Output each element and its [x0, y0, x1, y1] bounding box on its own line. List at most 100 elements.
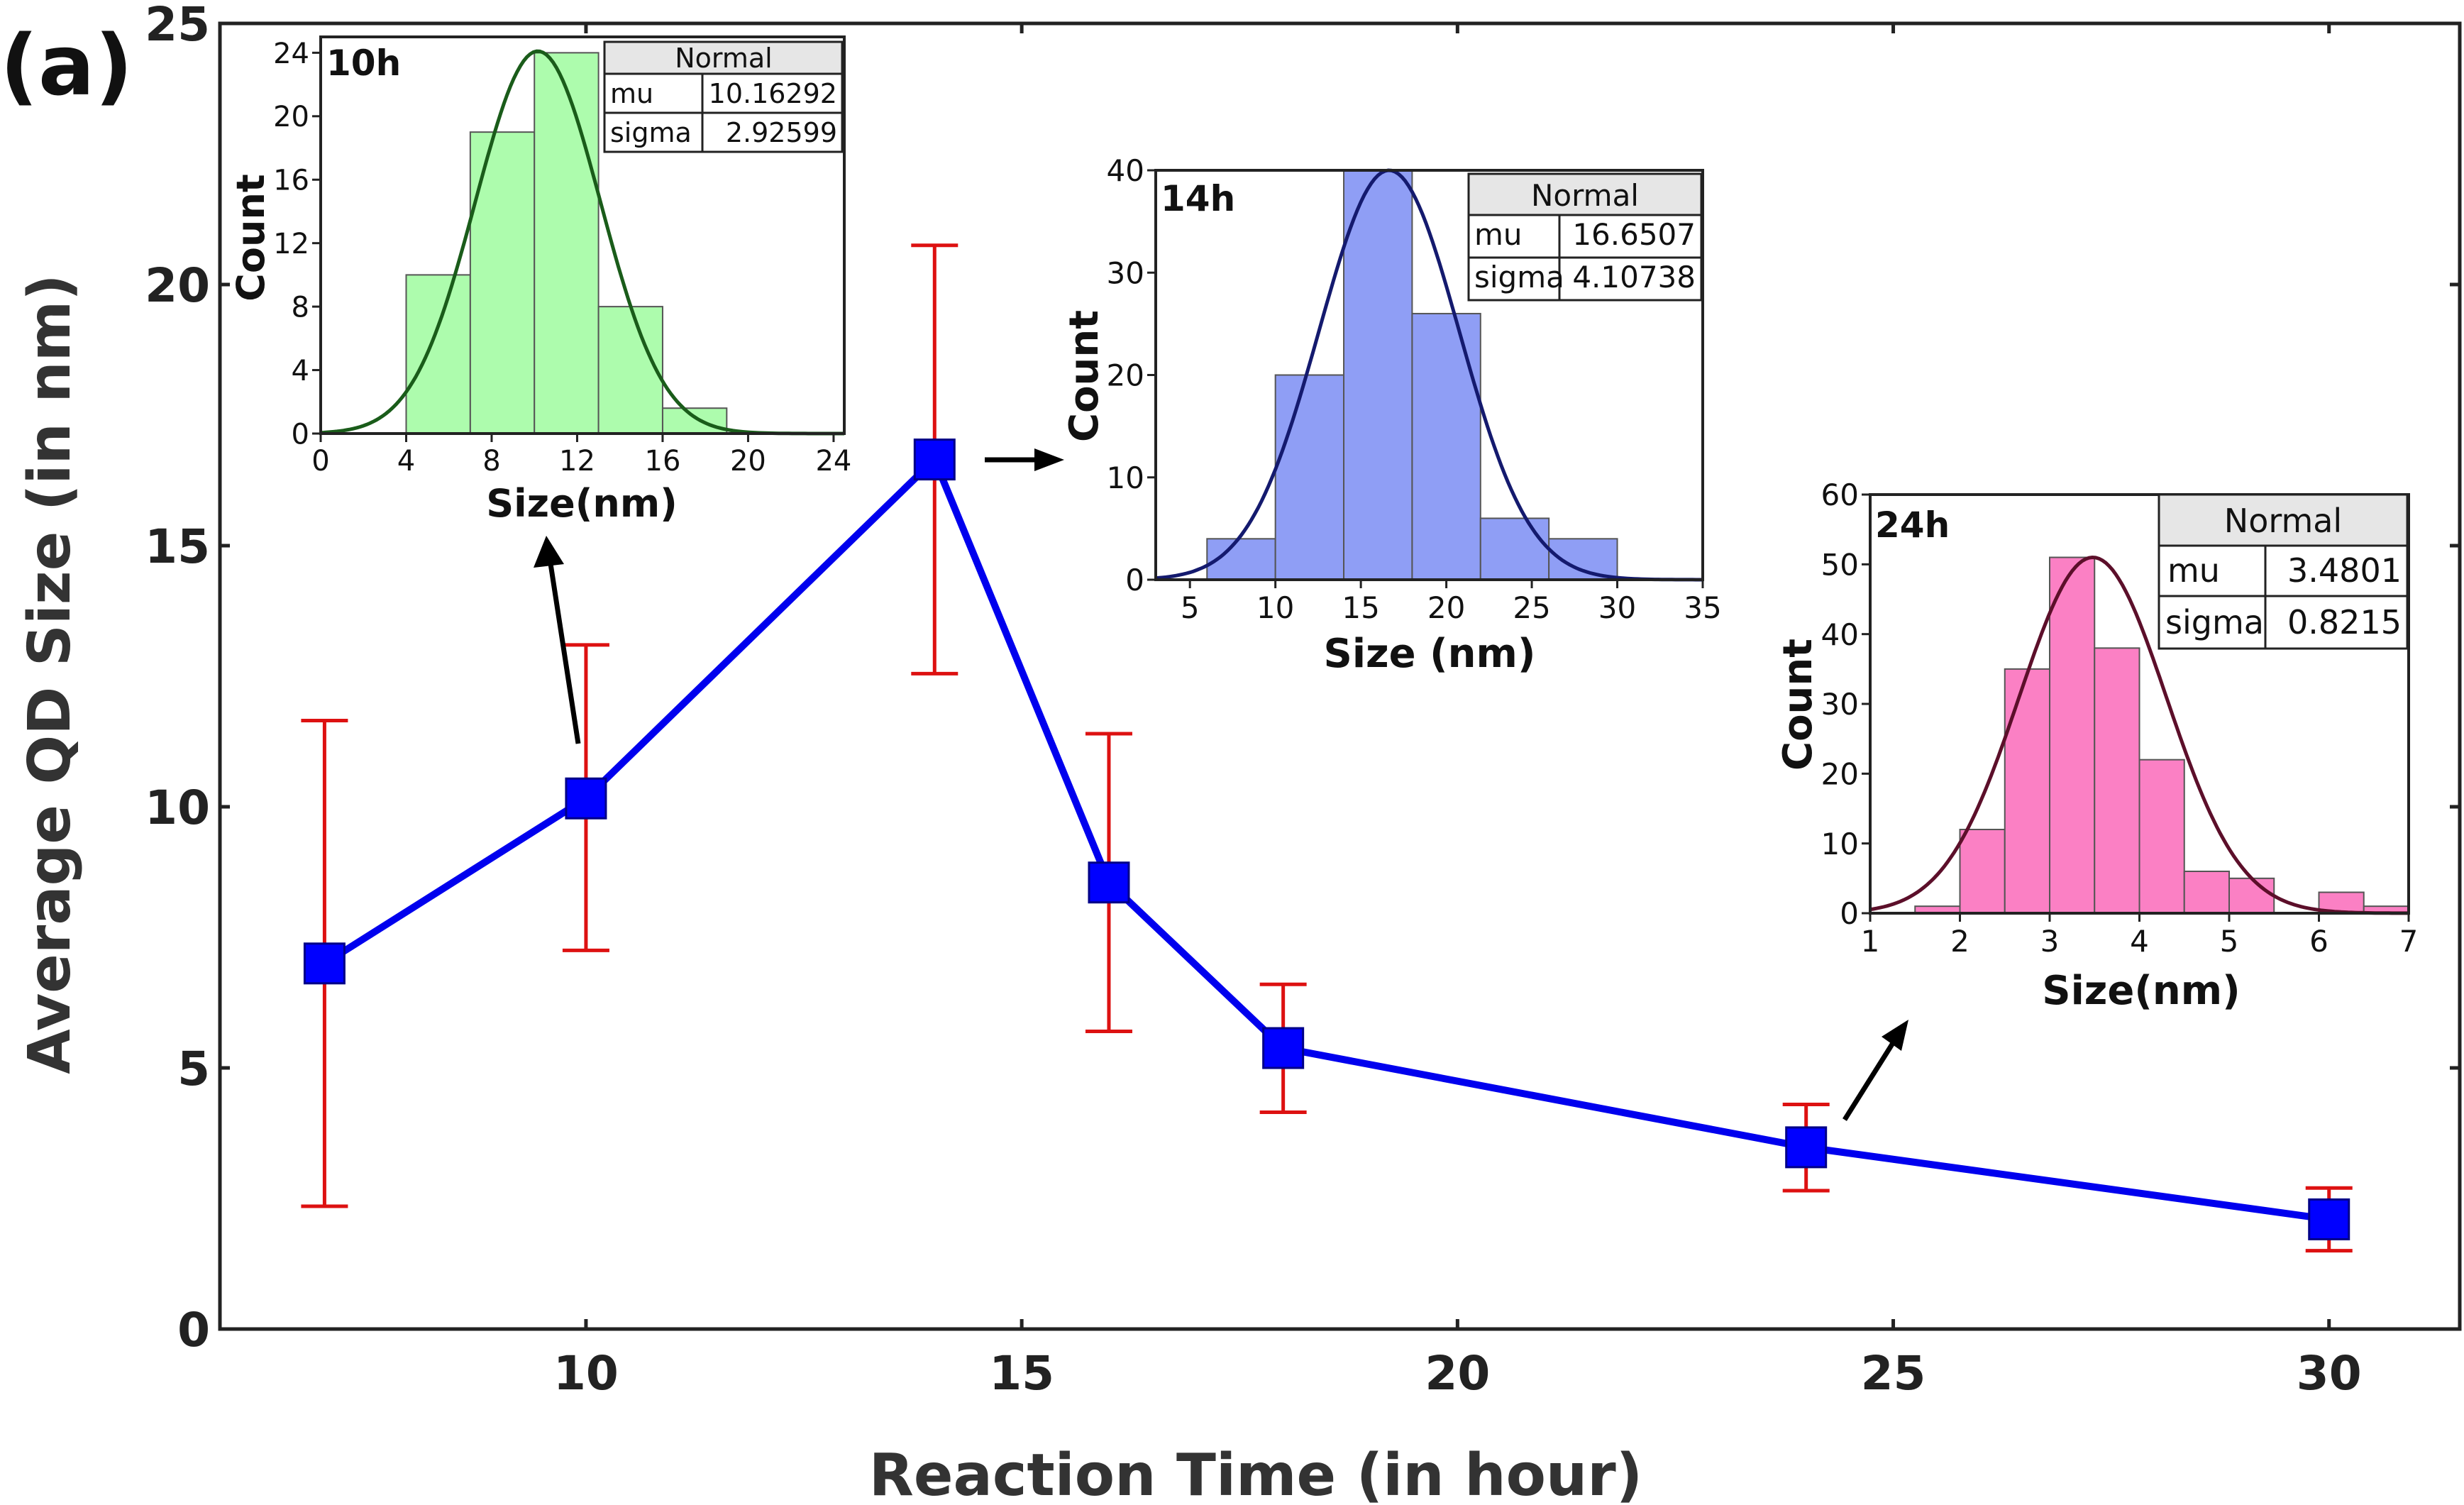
inset-14h-sigma-label: sigma [1474, 260, 1564, 294]
inset-24h-y-tick-label: 10 [1821, 827, 1859, 861]
inset-24h-y-tick-label: 20 [1821, 756, 1859, 791]
inset-14h-y-tick-label: 30 [1107, 255, 1144, 290]
data-point [565, 777, 607, 820]
inset-10h: 0 4 8 12 16 20 24 0 4 8 12 16 20 24 10h Size(nm) Coun… [228, 35, 851, 526]
inset-14h-x-tick-label: 10 [1256, 590, 1294, 625]
inset-10h-y-tick-label: 4 [292, 355, 309, 387]
inset-14h-mu-value: 16.6507 [1572, 217, 1696, 252]
inset-10h-x-tick-label: 20 [730, 445, 766, 478]
inset-10h-xlabel: Size(nm) [486, 481, 678, 526]
inset-14h-bar [1411, 312, 1481, 580]
inset-14h-y-tick-label: 0 [1125, 563, 1144, 597]
inset-24h-y-tick-label: 60 [1821, 478, 1859, 512]
inset-24h-fit-name: Normal [2224, 502, 2342, 540]
inset-14h-y-tick-label: 40 [1107, 153, 1144, 188]
inset-14h-x-tick-label: 30 [1598, 590, 1636, 625]
inset-10h-mu-value: 10.16292 [709, 78, 837, 109]
inset-14h-x-tick-label: 20 [1427, 590, 1465, 625]
inset-24h-sigma-value: 0.8215 [2287, 603, 2402, 641]
data-point [913, 439, 956, 481]
inset-24h-fit-path [1869, 555, 2409, 915]
data-point [1262, 1027, 1305, 1069]
inset-10h-y-tick-label: 12 [273, 228, 309, 260]
inset-24h-y-tick-label: 40 [1821, 617, 1859, 652]
inset-10h-bar [597, 306, 663, 434]
inset-24h-y-tick-label: 30 [1821, 687, 1859, 722]
inset-10h-bar [469, 131, 536, 434]
inset-14h-label: 14h [1161, 178, 1235, 219]
inset-14h-y-tick-label: 20 [1107, 358, 1144, 393]
inset-24h-xlabel: Size(nm) [2042, 968, 2241, 1014]
inset-10h-bar [661, 407, 728, 434]
series-markers [303, 439, 2350, 1240]
y-tick-label: 15 [145, 519, 210, 574]
inset-14h-bar [1206, 538, 1276, 580]
y-tick-label: 5 [177, 1042, 210, 1096]
inset-10h-mu-label: mu [610, 78, 653, 109]
inset-10h-bar [534, 52, 600, 435]
inset-10h-x-tick-label: 24 [815, 445, 851, 478]
inset-10h-x-tick-label: 12 [559, 445, 595, 478]
inset-10h-frame [319, 35, 846, 435]
inset-24h-bar [2004, 668, 2050, 914]
x-axis-label: Reaction Time (in hour) [869, 1442, 1642, 1505]
inset-10h-y-tick-label: 8 [292, 292, 309, 324]
inset-24h-label: 24h [1875, 505, 1950, 546]
inset-14h: 5 10 15 20 25 30 35 0 10 20 30 40 14h Size (nm) Cou… [1061, 153, 1722, 677]
arrow-10h-head [534, 536, 564, 568]
inset-24h-fit-curve [1869, 555, 2409, 915]
inset-10h-x-tick-label: 0 [311, 445, 329, 478]
inset-24h-stats-table: Normal mu 3.4801 sigma 0.8215 [2158, 493, 2409, 650]
inset-24h-bars [1914, 556, 2409, 915]
inset-10h-y-tick-label: 0 [292, 418, 309, 451]
x-tick-label: 25 [1861, 1346, 1926, 1401]
inset-10h-x-tick-label: 8 [482, 445, 500, 478]
inset-14h-xlabel: Size (nm) [1323, 631, 1535, 677]
panel-label: (a) [0, 16, 133, 114]
inset-24h-x-tick-label: 7 [2399, 924, 2419, 959]
y-tick-label: 0 [177, 1303, 210, 1357]
inset-24h-mu-label: mu [2167, 551, 2220, 590]
arrow-24h [1843, 1042, 1895, 1121]
inset-10h-fit-name: Normal [675, 43, 773, 74]
data-point [2308, 1198, 2350, 1240]
inset-14h-x-tick-label: 5 [1181, 590, 1200, 625]
inset-24h-sigma-label: sigma [2165, 603, 2264, 641]
inset-14h-fit-path [1155, 168, 1703, 582]
arrow-24h-head [1882, 1020, 1908, 1051]
inset-14h-y-tick-label: 10 [1107, 461, 1144, 495]
inset-14h-axes: 5 10 15 20 25 30 35 0 10 20 30 40 [1107, 153, 1722, 625]
inset-24h-axes: 1 2 3 4 5 6 7 0 10 20 30 40 50 60 [1821, 478, 2419, 959]
inset-24h-y-tick-label: 0 [1840, 896, 1859, 931]
inset-10h-bar [405, 274, 471, 434]
inset-10h-axes: 0 4 8 12 16 20 24 0 4 8 12 16 20 24 [273, 35, 851, 478]
inset-24h-bar [2094, 647, 2140, 914]
inset-24h-x-tick-label: 1 [1861, 924, 1880, 959]
inset-10h-bars [405, 52, 728, 435]
inset-14h-bar [1343, 170, 1413, 580]
inset-24h-bar [1959, 829, 2006, 914]
inset-14h-bar [1479, 517, 1550, 581]
x-tick-label: 30 [2297, 1346, 2362, 1401]
inset-24h-mu-value: 3.4801 [2287, 551, 2402, 590]
inset-10h-y-tick-label: 16 [273, 165, 309, 197]
arrow-14h-head [1034, 448, 1064, 471]
inset-24h-bar [2138, 759, 2185, 914]
y-tick-label: 25 [145, 0, 210, 52]
x-tick-label: 20 [1425, 1346, 1490, 1401]
inset-14h-fit-curve [1155, 168, 1703, 582]
data-point [1785, 1126, 1828, 1169]
inset-24h-x-tick-label: 4 [2130, 924, 2149, 959]
inset-24h-y-tick-label: 50 [1821, 547, 1859, 582]
inset-10h-ylabel: Count [228, 174, 273, 301]
inset-24h-bar [2183, 871, 2230, 914]
x-tick-label: 15 [989, 1346, 1054, 1401]
inset-24h-x-tick-label: 2 [1950, 924, 1969, 959]
pointer-arrows [534, 448, 1908, 1121]
inset-24h-x-tick-label: 3 [2040, 924, 2060, 959]
inset-10h-sigma-label: sigma [610, 117, 692, 148]
